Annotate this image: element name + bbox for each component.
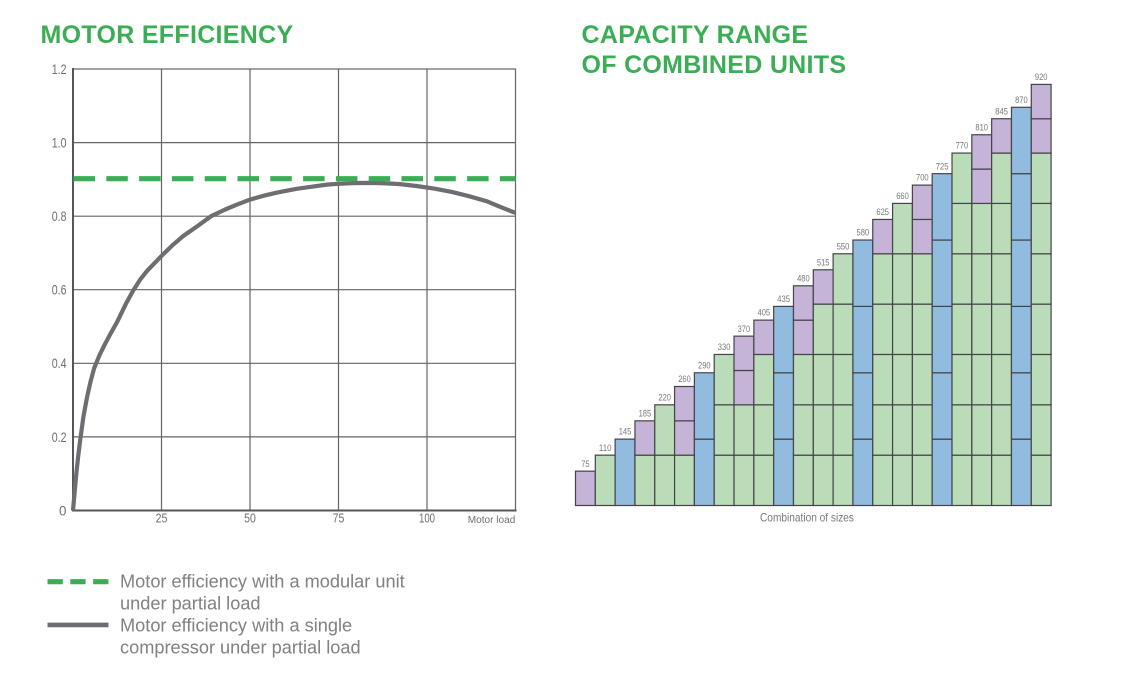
svg-text:660: 660 [896,190,909,201]
svg-text:870: 870 [1015,94,1028,105]
svg-text:1.0: 1.0 [52,136,67,151]
svg-text:Motor efficiency with a modula: Motor efficiency with a modular unit [120,572,405,592]
svg-text:145: 145 [619,426,632,437]
svg-text:under partial load: under partial load [120,594,261,614]
svg-text:220: 220 [658,391,671,402]
svg-text:725: 725 [936,160,949,171]
svg-text:75: 75 [581,458,589,469]
svg-text:100: 100 [419,511,435,526]
svg-text:700: 700 [916,172,929,183]
svg-text:920: 920 [1035,71,1048,82]
svg-text:0.8: 0.8 [52,209,67,224]
svg-text:0.4: 0.4 [52,356,67,371]
svg-text:290: 290 [698,359,711,370]
svg-text:810: 810 [975,121,988,132]
svg-text:25: 25 [156,511,168,526]
svg-text:0.6: 0.6 [52,283,67,298]
svg-text:compressor under partial load: compressor under partial load [120,638,361,658]
svg-text:50: 50 [244,511,256,526]
svg-text:0: 0 [59,503,66,518]
svg-text:185: 185 [639,407,652,418]
svg-text:625: 625 [876,206,889,217]
svg-text:770: 770 [956,140,969,151]
svg-text:Combination of sizes: Combination of sizes [760,511,854,524]
svg-text:110: 110 [599,442,612,453]
svg-text:0.2: 0.2 [52,430,67,445]
svg-text:405: 405 [758,307,771,318]
svg-text:515: 515 [817,256,830,267]
svg-text:435: 435 [777,293,790,304]
svg-text:75: 75 [333,511,345,526]
svg-text:Motor load: Motor load [468,515,516,526]
svg-text:550: 550 [837,240,850,251]
svg-text:370: 370 [738,323,751,334]
svg-text:260: 260 [678,373,691,384]
svg-text:580: 580 [857,227,870,238]
svg-text:480: 480 [797,272,810,283]
svg-text:Motor efficiency with a single: Motor efficiency with a single [120,616,352,636]
svg-text:1.2: 1.2 [52,62,67,77]
svg-text:845: 845 [995,105,1008,116]
svg-text:330: 330 [718,341,731,352]
